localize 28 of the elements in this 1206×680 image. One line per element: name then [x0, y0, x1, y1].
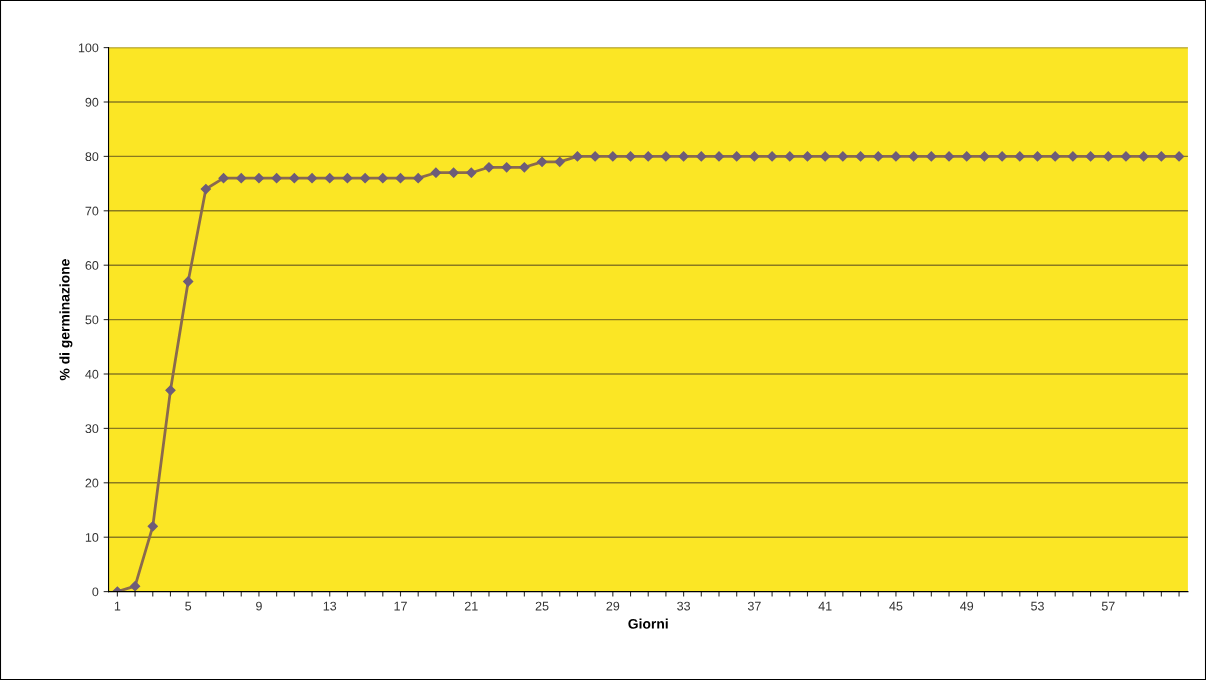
y-tick-label: 90 — [85, 97, 99, 107]
y-tick-label: 10 — [85, 533, 99, 542]
x-tick-label: 25 — [535, 601, 549, 611]
x-tick-label: 5 — [185, 601, 192, 611]
x-tick-label: 17 — [394, 601, 407, 611]
y-tick-label: 80 — [85, 152, 99, 162]
x-tick-label: 9 — [256, 601, 262, 611]
x-tick-label: 13 — [323, 601, 337, 611]
y-tick-label: 50 — [85, 315, 99, 325]
y-tick-label: 40 — [85, 369, 99, 379]
x-tick-label: 49 — [960, 601, 974, 611]
x-tick-label: 57 — [1101, 601, 1115, 611]
y-tick-label: 0 — [92, 587, 99, 597]
y-tick-label: 60 — [85, 261, 99, 270]
x-tick-label: 53 — [1031, 601, 1044, 611]
y-tick-label: 30 — [85, 424, 99, 434]
x-tick-label: 21 — [464, 601, 478, 611]
x-tick-label: 45 — [889, 601, 903, 611]
y-axis-title: % di germinazione — [59, 259, 73, 381]
x-tick-label: 37 — [747, 601, 761, 611]
x-tick-label: 29 — [606, 601, 620, 611]
x-tick-label: 41 — [818, 601, 832, 611]
x-axis-title: Giorni — [628, 618, 668, 629]
x-tick-label: 1 — [114, 601, 121, 611]
y-tick-label: 100 — [78, 43, 99, 53]
y-tick-label: 20 — [85, 478, 99, 488]
y-tick-label: 70 — [85, 206, 99, 216]
x-tick-label: 33 — [677, 601, 691, 611]
